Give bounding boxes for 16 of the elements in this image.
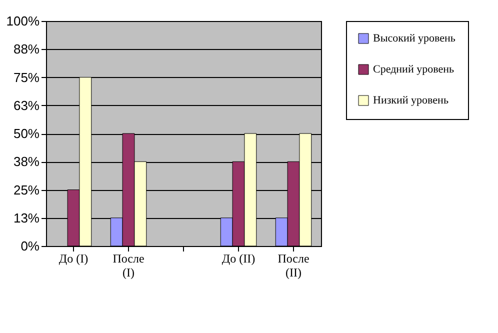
x-tick-label: До (II) [222,252,256,266]
y-tick-label: 25% [13,182,40,198]
y-tick-label: 75% [13,70,40,85]
y-tick-label: 0% [20,238,40,254]
y-tick-label: 13% [13,210,40,226]
y-tick-label: 100% [6,14,40,28]
y-tick-label: 38% [13,154,40,170]
legend-label: Высокий уровень [373,32,456,44]
x-tick-label: После (II) [278,252,310,280]
legend-label: Средний уровень [373,64,454,76]
y-tick-label: 63% [13,98,40,113]
x-tick-label: После (I) [112,252,144,280]
x-tick-label: До (I) [58,252,88,266]
y-tick-label: 88% [13,42,40,57]
legend-label: Низкий уровень [373,94,448,106]
y-tick-label: 50% [13,126,40,141]
